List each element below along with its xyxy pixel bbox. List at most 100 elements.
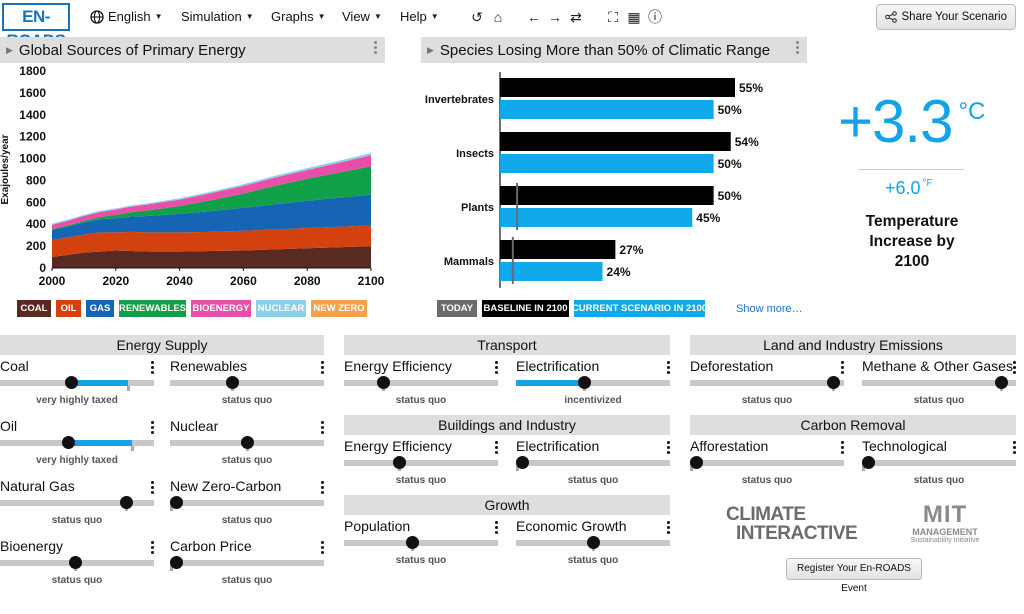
- slider-nuclear[interactable]: Nuclear status quo: [170, 418, 324, 476]
- slider-fill: [72, 380, 128, 386]
- home-icon[interactable]: ⌂: [493, 9, 503, 25]
- slider-transport-efficiency[interactable]: Energy Efficiency status quo: [344, 358, 498, 416]
- menu-help[interactable]: Help ▼: [400, 9, 439, 24]
- share-scenario-button[interactable]: Share Your Scenario: [875, 4, 1016, 30]
- slider-track[interactable]: [170, 500, 324, 506]
- menu-simulation[interactable]: Simulation ▼: [181, 9, 254, 24]
- slider-knob[interactable]: [577, 376, 591, 389]
- ci-logo-line1: CLIMATE: [726, 504, 806, 525]
- slider-knob[interactable]: [994, 376, 1008, 389]
- slider-buildings-electrification[interactable]: Electrification status quo: [516, 438, 670, 496]
- kebab-menu-icon[interactable]: [374, 41, 377, 54]
- slider-track[interactable]: [862, 460, 1016, 466]
- slider-knob[interactable]: [170, 556, 183, 569]
- slider-afforestation[interactable]: Afforestation status quo: [690, 438, 844, 496]
- kebab-menu-icon[interactable]: [151, 481, 154, 494]
- slider-knob[interactable]: [241, 436, 254, 449]
- globe-icon: [90, 9, 104, 24]
- menu-graphs[interactable]: Graphs ▼: [271, 9, 326, 24]
- slider-track[interactable]: [344, 540, 498, 546]
- kebab-menu-icon[interactable]: [841, 441, 844, 454]
- slider-new-zero-carbon[interactable]: New Zero-Carbon status quo: [170, 478, 324, 536]
- back-icon[interactable]: ←: [527, 9, 541, 25]
- slider-track[interactable]: [0, 500, 154, 506]
- slider-knob[interactable]: [690, 456, 703, 469]
- show-more-link[interactable]: Show more…: [736, 303, 803, 315]
- undo-icon[interactable]: ↺: [471, 8, 483, 25]
- kebab-menu-icon[interactable]: [321, 541, 324, 554]
- fullscreen-icon[interactable]: ⛶: [608, 8, 618, 25]
- kebab-menu-icon[interactable]: [667, 521, 670, 534]
- language-menu[interactable]: English ▼: [90, 9, 163, 24]
- register-event-button[interactable]: Register Your En-ROADS Event: [786, 558, 922, 594]
- slider-track[interactable]: [516, 460, 670, 466]
- slider-knob[interactable]: [64, 376, 78, 389]
- slider-track[interactable]: [170, 380, 324, 386]
- slider-methane[interactable]: Methane & Other Gases status quo: [862, 358, 1016, 416]
- slider-knob[interactable]: [862, 456, 875, 469]
- kebab-menu-icon[interactable]: [841, 361, 844, 374]
- slider-natural-gas[interactable]: Natural Gas status quo: [0, 478, 154, 536]
- kebab-menu-icon[interactable]: [321, 361, 324, 374]
- kebab-menu-icon[interactable]: [151, 361, 154, 374]
- slider-track[interactable]: [862, 380, 1016, 386]
- kebab-menu-icon[interactable]: [495, 441, 498, 454]
- slider-track[interactable]: [516, 380, 670, 386]
- kebab-menu-icon[interactable]: [1013, 441, 1016, 454]
- slider-track[interactable]: [170, 560, 324, 566]
- slider-knob[interactable]: [120, 496, 134, 509]
- en-roads-logo[interactable]: EN-ROADS: [2, 3, 70, 50]
- slider-knob[interactable]: [405, 536, 419, 549]
- expand-triangle-icon[interactable]: ▶: [427, 44, 434, 55]
- legend-oil: OIL: [56, 300, 81, 317]
- kebab-menu-icon[interactable]: [667, 441, 670, 454]
- slider-oil[interactable]: Oil very highly taxed: [0, 418, 154, 476]
- slider-knob[interactable]: [376, 376, 390, 389]
- section-energy-supply: Energy Supply: [0, 335, 324, 355]
- slider-buildings-efficiency[interactable]: Energy Efficiency status quo: [344, 438, 498, 496]
- slider-knob[interactable]: [170, 496, 183, 509]
- section-carbon-removal: Carbon Removal: [690, 415, 1016, 435]
- slider-coal[interactable]: Coal very highly taxed: [0, 358, 154, 416]
- slider-carbon-price[interactable]: Carbon Price status quo: [170, 538, 324, 596]
- slider-knob[interactable]: [69, 556, 83, 569]
- slider-knob[interactable]: [393, 456, 407, 469]
- kebab-menu-icon[interactable]: [495, 521, 498, 534]
- info-icon[interactable]: ⓘ: [648, 9, 662, 25]
- species-panel-header[interactable]: ▶ Species Losing More than 50% of Climat…: [421, 37, 807, 63]
- slider-knob[interactable]: [516, 456, 529, 469]
- energy-panel-header[interactable]: ▶ Global Sources of Primary Energy: [0, 37, 385, 63]
- kebab-menu-icon[interactable]: [321, 421, 324, 434]
- slider-knob[interactable]: [587, 536, 600, 549]
- expand-triangle-icon[interactable]: ▶: [6, 44, 13, 55]
- slider-track[interactable]: [344, 380, 498, 386]
- slider-knob[interactable]: [225, 376, 239, 389]
- menu-view[interactable]: View ▼: [342, 9, 382, 24]
- compare-icon[interactable]: ⇄: [570, 8, 582, 25]
- slider-economic-growth[interactable]: Economic Growth status quo: [516, 518, 670, 576]
- slider-label: Natural Gas: [0, 478, 75, 494]
- table-icon[interactable]: ▦: [627, 8, 641, 25]
- kebab-menu-icon[interactable]: [151, 541, 154, 554]
- slider-technological[interactable]: Technological status quo: [862, 438, 1016, 496]
- slider-knob[interactable]: [827, 376, 841, 389]
- slider-renewables[interactable]: Renewables status quo: [170, 358, 324, 416]
- slider-label: Electrification: [516, 358, 600, 374]
- slider-track[interactable]: [690, 460, 844, 466]
- kebab-menu-icon[interactable]: [151, 421, 154, 434]
- kebab-menu-icon[interactable]: [1013, 361, 1016, 374]
- slider-deforestation[interactable]: Deforestation status quo: [690, 358, 844, 416]
- slider-bioenergy[interactable]: Bioenergy status quo: [0, 538, 154, 596]
- kebab-menu-icon[interactable]: [321, 481, 324, 494]
- forward-icon[interactable]: →: [548, 9, 562, 25]
- slider-track[interactable]: [344, 460, 498, 466]
- slider-knob[interactable]: [61, 436, 75, 449]
- language-label: English: [108, 9, 151, 24]
- chevron-down-icon: ▼: [154, 12, 163, 21]
- slider-track[interactable]: [690, 380, 844, 386]
- slider-transport-electrification[interactable]: Electrification incentivized: [516, 358, 670, 416]
- kebab-menu-icon[interactable]: [667, 361, 670, 374]
- kebab-menu-icon[interactable]: [495, 361, 498, 374]
- kebab-menu-icon[interactable]: [796, 41, 799, 54]
- slider-population[interactable]: Population status quo: [344, 518, 498, 576]
